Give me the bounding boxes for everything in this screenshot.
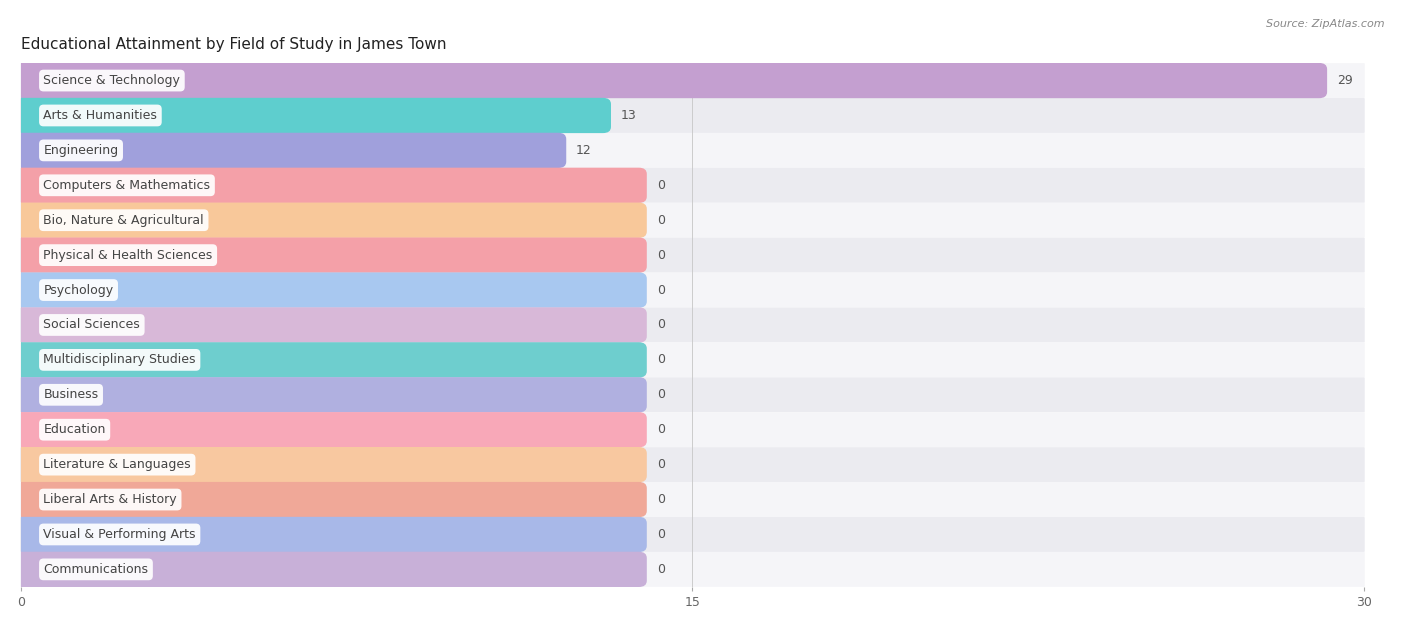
Text: Multidisciplinary Studies: Multidisciplinary Studies: [44, 353, 195, 367]
FancyBboxPatch shape: [13, 482, 647, 517]
FancyBboxPatch shape: [20, 238, 1365, 273]
FancyBboxPatch shape: [13, 237, 647, 273]
Text: 0: 0: [657, 458, 665, 471]
FancyBboxPatch shape: [20, 273, 1365, 307]
Text: Physical & Health Sciences: Physical & Health Sciences: [44, 249, 212, 262]
FancyBboxPatch shape: [20, 552, 1365, 587]
FancyBboxPatch shape: [20, 307, 1365, 343]
FancyBboxPatch shape: [20, 133, 1365, 168]
Text: 0: 0: [657, 283, 665, 297]
Text: 0: 0: [657, 423, 665, 436]
Text: 12: 12: [576, 144, 592, 157]
Text: 29: 29: [1337, 74, 1353, 87]
FancyBboxPatch shape: [20, 203, 1365, 238]
FancyBboxPatch shape: [20, 98, 1365, 133]
FancyBboxPatch shape: [13, 342, 647, 377]
Text: Literature & Languages: Literature & Languages: [44, 458, 191, 471]
Text: Liberal Arts & History: Liberal Arts & History: [44, 493, 177, 506]
FancyBboxPatch shape: [13, 377, 647, 413]
FancyBboxPatch shape: [20, 168, 1365, 203]
Text: 0: 0: [657, 214, 665, 227]
Text: 0: 0: [657, 249, 665, 262]
FancyBboxPatch shape: [13, 98, 612, 133]
Text: Source: ZipAtlas.com: Source: ZipAtlas.com: [1267, 19, 1385, 29]
Text: 0: 0: [657, 563, 665, 576]
Text: 0: 0: [657, 493, 665, 506]
Text: Education: Education: [44, 423, 105, 436]
Text: Bio, Nature & Agricultural: Bio, Nature & Agricultural: [44, 214, 204, 227]
Text: 0: 0: [657, 388, 665, 401]
Text: Communications: Communications: [44, 563, 149, 576]
FancyBboxPatch shape: [13, 307, 647, 343]
FancyBboxPatch shape: [20, 517, 1365, 552]
Text: Business: Business: [44, 388, 98, 401]
Text: 13: 13: [621, 109, 637, 122]
FancyBboxPatch shape: [20, 482, 1365, 517]
Text: Educational Attainment by Field of Study in James Town: Educational Attainment by Field of Study…: [21, 37, 447, 52]
Text: Computers & Mathematics: Computers & Mathematics: [44, 179, 211, 192]
Text: Engineering: Engineering: [44, 144, 118, 157]
FancyBboxPatch shape: [13, 133, 567, 168]
FancyBboxPatch shape: [20, 447, 1365, 482]
FancyBboxPatch shape: [13, 273, 647, 308]
FancyBboxPatch shape: [20, 412, 1365, 447]
Text: Psychology: Psychology: [44, 283, 114, 297]
Text: 0: 0: [657, 353, 665, 367]
FancyBboxPatch shape: [13, 551, 647, 587]
FancyBboxPatch shape: [20, 63, 1365, 98]
Text: 0: 0: [657, 319, 665, 331]
FancyBboxPatch shape: [13, 168, 647, 203]
Text: Social Sciences: Social Sciences: [44, 319, 141, 331]
Text: Visual & Performing Arts: Visual & Performing Arts: [44, 528, 195, 541]
Text: Arts & Humanities: Arts & Humanities: [44, 109, 157, 122]
FancyBboxPatch shape: [13, 517, 647, 552]
Text: Science & Technology: Science & Technology: [44, 74, 180, 87]
FancyBboxPatch shape: [13, 447, 647, 482]
Text: 0: 0: [657, 528, 665, 541]
FancyBboxPatch shape: [20, 377, 1365, 412]
FancyBboxPatch shape: [13, 203, 647, 238]
FancyBboxPatch shape: [20, 343, 1365, 377]
FancyBboxPatch shape: [13, 412, 647, 447]
FancyBboxPatch shape: [13, 63, 1327, 98]
Text: 0: 0: [657, 179, 665, 192]
